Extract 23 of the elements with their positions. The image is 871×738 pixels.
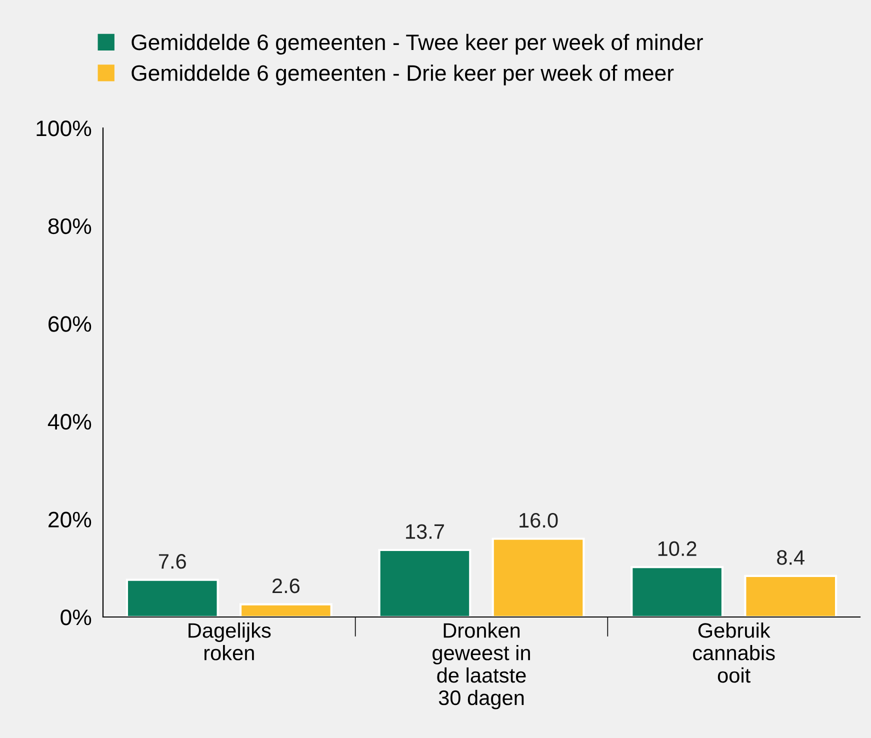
y-tick-label: 60% bbox=[48, 316, 92, 332]
bar bbox=[239, 603, 332, 617]
y-tick-label: 20% bbox=[48, 512, 92, 528]
y-tick-label: 0% bbox=[60, 610, 92, 626]
bar bbox=[126, 578, 219, 617]
bar bbox=[744, 574, 838, 617]
y-tick-label: 40% bbox=[48, 414, 92, 430]
text: 8.4 bbox=[777, 550, 804, 565]
legend-label: Gemiddelde 6 gemeenten - Twee keer per week of minder bbox=[132, 34, 703, 55]
x-tick-label: Dagelijks roken bbox=[188, 622, 271, 660]
x-tick-label: Dronken geweest in de laatste 30 dagen bbox=[432, 622, 530, 710]
legend-label: Gemiddelde 6 gemeenten - Drie keer per week of meer bbox=[132, 64, 674, 86]
bar bbox=[378, 548, 472, 617]
x-tick-label: Gebruik cannabis ooit bbox=[693, 622, 775, 683]
text: 13.7 bbox=[406, 524, 444, 539]
text: 10.2 bbox=[658, 541, 696, 556]
text: 7.6 bbox=[158, 554, 186, 569]
bar bbox=[492, 538, 585, 617]
text: 16.0 bbox=[520, 512, 558, 528]
bar bbox=[630, 566, 724, 617]
y-tick-label: 100% bbox=[36, 120, 92, 136]
y-tick-label: 80% bbox=[48, 218, 92, 234]
text: 2.6 bbox=[272, 578, 300, 594]
